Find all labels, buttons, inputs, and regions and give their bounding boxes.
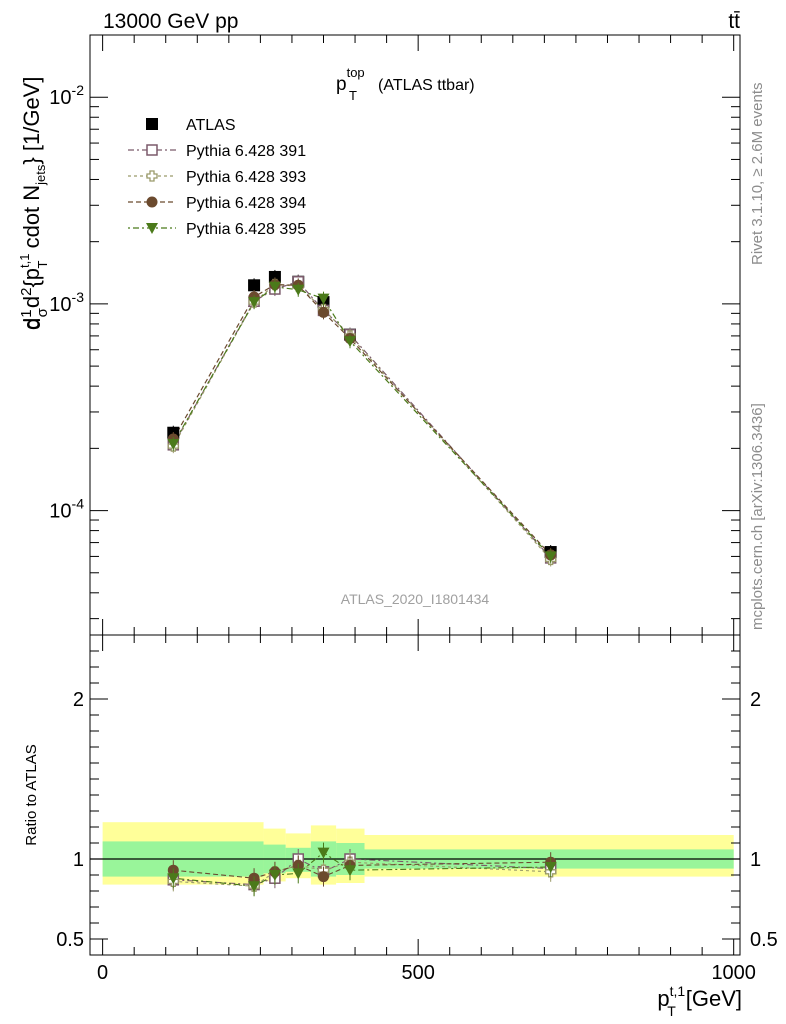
plot-title-sub: T xyxy=(349,88,357,103)
ratio-y-tick-label-right: 1 xyxy=(750,849,761,871)
rivet-label: Rivet 3.1.10, ≥ 2.6M events xyxy=(749,83,766,266)
ratio-point xyxy=(344,865,356,877)
legend: ATLAS Pythia 6.428 391 Pythia 6.428 393 Pyt… xyxy=(128,117,306,238)
svg-text:d1σd2{pt,1T cdot Njets} [1/GeV: d1σd2{pt,1 T cdot Njets} [1/GeV] xyxy=(17,77,51,330)
ratio-y-axis-label: Ratio to ATLAS xyxy=(23,744,40,845)
ratio-y-tick-label: 0.5 xyxy=(56,929,84,951)
x-tick-label: 500 xyxy=(401,962,434,984)
ratio-point xyxy=(268,870,281,881)
ratio-point xyxy=(248,881,261,893)
y-tick-label: 10-3 xyxy=(49,289,84,316)
plot-title-main: p xyxy=(336,74,347,95)
legend-marker xyxy=(146,144,158,156)
data-point xyxy=(544,551,557,563)
y-tick-label: 10-4 xyxy=(49,496,84,523)
data-point xyxy=(167,438,180,450)
data-point xyxy=(268,281,281,293)
ratio-y-tick-label: 1 xyxy=(73,849,84,871)
legend-marker xyxy=(146,118,158,130)
legend-label: Pythia 6.428 391 xyxy=(186,143,306,160)
legend-label: Pythia 6.428 394 xyxy=(186,195,306,212)
mcplots-label: mcplots.cern.ch [arXiv:1306.3436] xyxy=(749,403,766,630)
x-axis-label-sub: T xyxy=(667,1003,676,1019)
watermark: ATLAS_2020_I1801434 xyxy=(341,591,490,607)
ratio-y-tick-label-right: 2 xyxy=(750,689,761,711)
series-line xyxy=(172,283,552,556)
ratio-y-tick-label-right: 0.5 xyxy=(750,929,778,951)
data-point xyxy=(292,284,305,296)
x-axis-label-sup: t,1 xyxy=(670,983,686,999)
ratio-point xyxy=(317,847,330,859)
series-line xyxy=(172,281,552,559)
legend-label: ATLAS xyxy=(186,117,236,134)
y-axis-label: d d1σd2{pt,1 T cdot Njets} [1/GeV] xyxy=(17,77,51,330)
y-tick-label: 10-2 xyxy=(49,82,84,109)
data-point xyxy=(317,306,329,318)
ratio-panel-frame xyxy=(89,634,741,956)
x-axis-label-main: p xyxy=(657,986,669,1011)
x-axis-label: pt,1 T [GeV] xyxy=(657,983,742,1019)
x-axis-label-unit: [GeV] xyxy=(686,986,742,1011)
legend-marker xyxy=(146,223,158,234)
legend-label: Pythia 6.428 393 xyxy=(186,169,306,186)
data-point xyxy=(248,297,261,309)
x-tick-label: 1000 xyxy=(711,962,756,984)
plot-title-sup: top xyxy=(347,65,365,80)
plot-title-suffix: (ATLAS ttbar) xyxy=(378,77,475,94)
main-panel: 10-4 10-3 10-2 ATLAS_2020_I1801434 ptop T (A… xyxy=(17,34,741,636)
data-point xyxy=(317,293,330,305)
ratio-y-tick-label: 2 xyxy=(73,689,84,711)
svg-text:d: d xyxy=(20,318,45,330)
series-line xyxy=(172,286,552,557)
energy-label: 13000 GeV pp xyxy=(103,10,238,33)
ratio-point xyxy=(317,871,329,883)
x-tick-label: 0 xyxy=(97,962,108,984)
data-point xyxy=(344,336,356,348)
series-line xyxy=(172,283,552,560)
ratio-panel: 0.5 0.5 1 1 2 2 0 500 1000 Ratio to ATLAS pt,1 T [… xyxy=(23,634,778,1019)
ratio-point xyxy=(167,873,180,885)
plot-title: ptop T (ATLAS ttbar) xyxy=(336,65,475,103)
ratio-point xyxy=(292,868,305,880)
legend-label: Pythia 6.428 395 xyxy=(186,221,306,238)
process-label: tt̄ xyxy=(728,10,740,33)
data-point xyxy=(268,270,281,283)
legend-marker xyxy=(146,170,158,182)
ratio-point xyxy=(544,862,557,873)
data-point xyxy=(248,279,261,292)
legend-marker xyxy=(146,196,158,208)
